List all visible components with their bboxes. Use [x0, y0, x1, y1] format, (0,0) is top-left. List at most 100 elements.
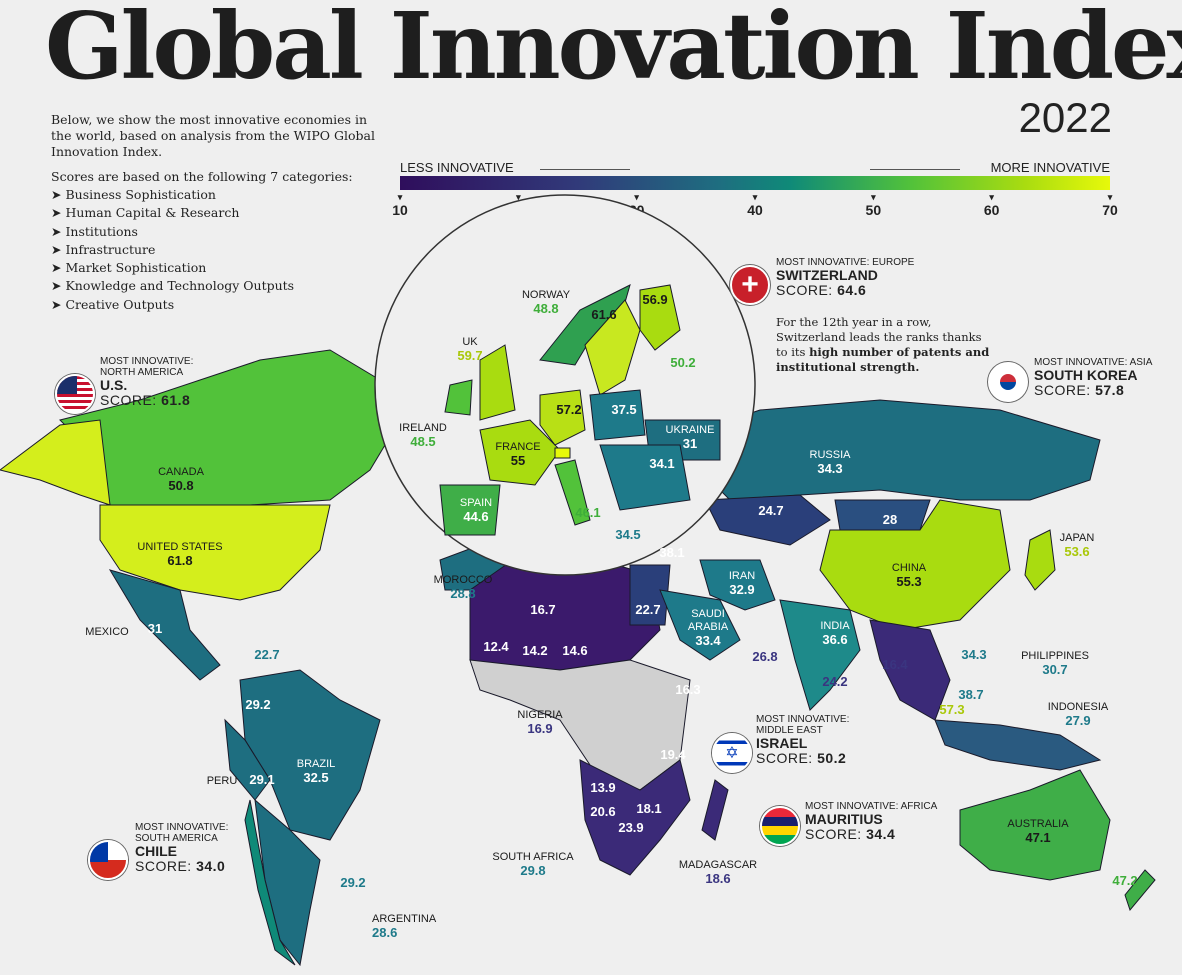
country-name: IRAN [728, 570, 756, 582]
country-label: NIGERIA 16.9 [517, 709, 562, 735]
country-score: 28.6 [372, 925, 398, 940]
categories-list: Business Sophistication Human Capital & … [51, 186, 391, 314]
country-score: 24.7 [758, 503, 784, 518]
category: Infrastructure [51, 241, 391, 259]
israel-flag-icon: ✡ [712, 733, 752, 773]
region-southern-africa [579, 759, 691, 876]
country-label: UKRAINE 31 [666, 424, 715, 450]
callout-name: ISRAEL [756, 735, 808, 751]
country-label: 50.2 [670, 356, 695, 369]
country-label: CHINA 55.3 [892, 562, 926, 588]
country-score: 29.8 [520, 863, 546, 878]
callout-israel: MOST INNOVATIVE: MIDDLE EAST ISRAEL SCOR… [756, 714, 866, 766]
country-name: MOROCCO [433, 574, 493, 586]
country-russia [699, 399, 1101, 501]
country-score: 28 [882, 512, 898, 527]
mauritius-flag-icon [760, 806, 800, 846]
country-score: 37.5 [611, 402, 637, 417]
country-score: 22.7 [635, 602, 661, 617]
country-score: 61.6 [591, 307, 617, 322]
country-score: 50.8 [168, 478, 194, 493]
category: Creative Outputs [51, 296, 391, 314]
country-label: PERU [207, 775, 238, 788]
country-score: 47.1 [1025, 830, 1051, 845]
country-label: 13.9 [590, 781, 615, 794]
chile-flag-icon [88, 840, 128, 880]
europe-inset [374, 194, 756, 576]
country-name: PERU [206, 775, 238, 787]
legend-tick: 70 [1102, 193, 1118, 218]
intro: Below, we show the most innovative econo… [51, 112, 391, 314]
country-score: 16.9 [527, 721, 553, 736]
country-united-states [99, 504, 331, 601]
country-label: 31 [148, 622, 162, 635]
country-name: UKRAINE [665, 424, 715, 436]
country-label: 34.1 [649, 457, 674, 470]
category: Institutions [51, 223, 391, 241]
country-name: FRANCE [495, 441, 541, 453]
callout-region: MOST INNOVATIVE: AFRICA [805, 801, 938, 812]
country-label: 29.1 [249, 773, 274, 786]
country-india [779, 599, 861, 711]
callout-region: MOST INNOVATIVE: EUROPE [776, 257, 915, 268]
country-japan [1024, 529, 1056, 591]
callout-score: 34.4 [866, 826, 896, 842]
legend-tick: 40 [747, 193, 763, 218]
country-score: 16.4 [882, 657, 908, 672]
south-korea-flag-icon [988, 362, 1028, 402]
score-label: SCORE: [135, 858, 192, 874]
legend-tick: 10 [392, 193, 408, 218]
country-name: ARGENTINA [372, 913, 437, 925]
country-score: 46.1 [575, 505, 601, 520]
country-label: 29.2 [340, 876, 365, 889]
legend-more-label: MORE INNOVATIVE [990, 160, 1110, 175]
country-germany [539, 389, 586, 446]
country-label: UK 59.7 [457, 336, 482, 362]
country-egypt [629, 564, 671, 626]
country-score: 48.5 [410, 434, 436, 449]
country-score: 56.9 [642, 292, 668, 307]
country-name: INDIA [820, 620, 850, 632]
callout-name: MAURITIUS [805, 811, 883, 827]
country-score: 47.2 [1112, 873, 1138, 888]
country-label: IRAN 32.9 [729, 570, 755, 596]
country-label: MADAGASCAR 18.6 [679, 859, 757, 885]
score-label: SCORE: [776, 282, 833, 298]
category: Human Capital & Research [51, 204, 391, 222]
country-score: 32.9 [729, 582, 755, 597]
country-peru [224, 718, 271, 801]
country-label: 19.4 [660, 748, 685, 761]
country-label: INDIA 36.6 [820, 620, 849, 646]
country-score: 20.6 [590, 804, 616, 819]
country-label: 16.3 [675, 683, 700, 696]
category: Business Sophistication [51, 186, 391, 204]
legend-tick: 50 [866, 193, 882, 218]
country-score: 55.3 [896, 574, 922, 589]
callout-region: MOST INNOVATIVE: ASIA [1034, 357, 1153, 368]
country-label: 16.7 [530, 603, 555, 616]
country-italy [554, 459, 591, 526]
callout-score: 61.8 [161, 392, 191, 408]
country-label: 34.3 [961, 648, 986, 661]
callout-score: 34.0 [196, 858, 226, 874]
callout-score: 50.2 [817, 750, 847, 766]
callout-us: MOST INNOVATIVE: NORTH AMERICA U.S. SCOR… [100, 356, 210, 408]
country-label: INDONESIA 27.9 [1048, 701, 1109, 727]
country-label: CANADA 50.8 [158, 466, 204, 492]
right-arrow-icon [870, 169, 960, 170]
country-name: INDONESIA [1047, 701, 1109, 713]
country-ireland [444, 379, 473, 416]
country-score: 26.8 [752, 649, 778, 664]
country-score: 38.7 [958, 687, 984, 702]
country-label: 24.7 [758, 504, 783, 517]
callout-switzerland: MOST INNOVATIVE: EUROPE SWITZERLAND SCOR… [776, 257, 914, 298]
country-label: 38.1 [659, 546, 684, 559]
country-score: 57.3 [939, 702, 965, 717]
country-score: 59.7 [457, 348, 483, 363]
country-label: UNITED STATES 61.8 [137, 541, 222, 567]
callout-name: SOUTH KOREA [1034, 367, 1138, 383]
intro-text: Below, we show the most innovative econo… [51, 112, 375, 159]
country-score: 30.7 [1042, 662, 1068, 677]
score-label: SCORE: [756, 750, 813, 766]
callout-name: CHILE [135, 843, 177, 859]
